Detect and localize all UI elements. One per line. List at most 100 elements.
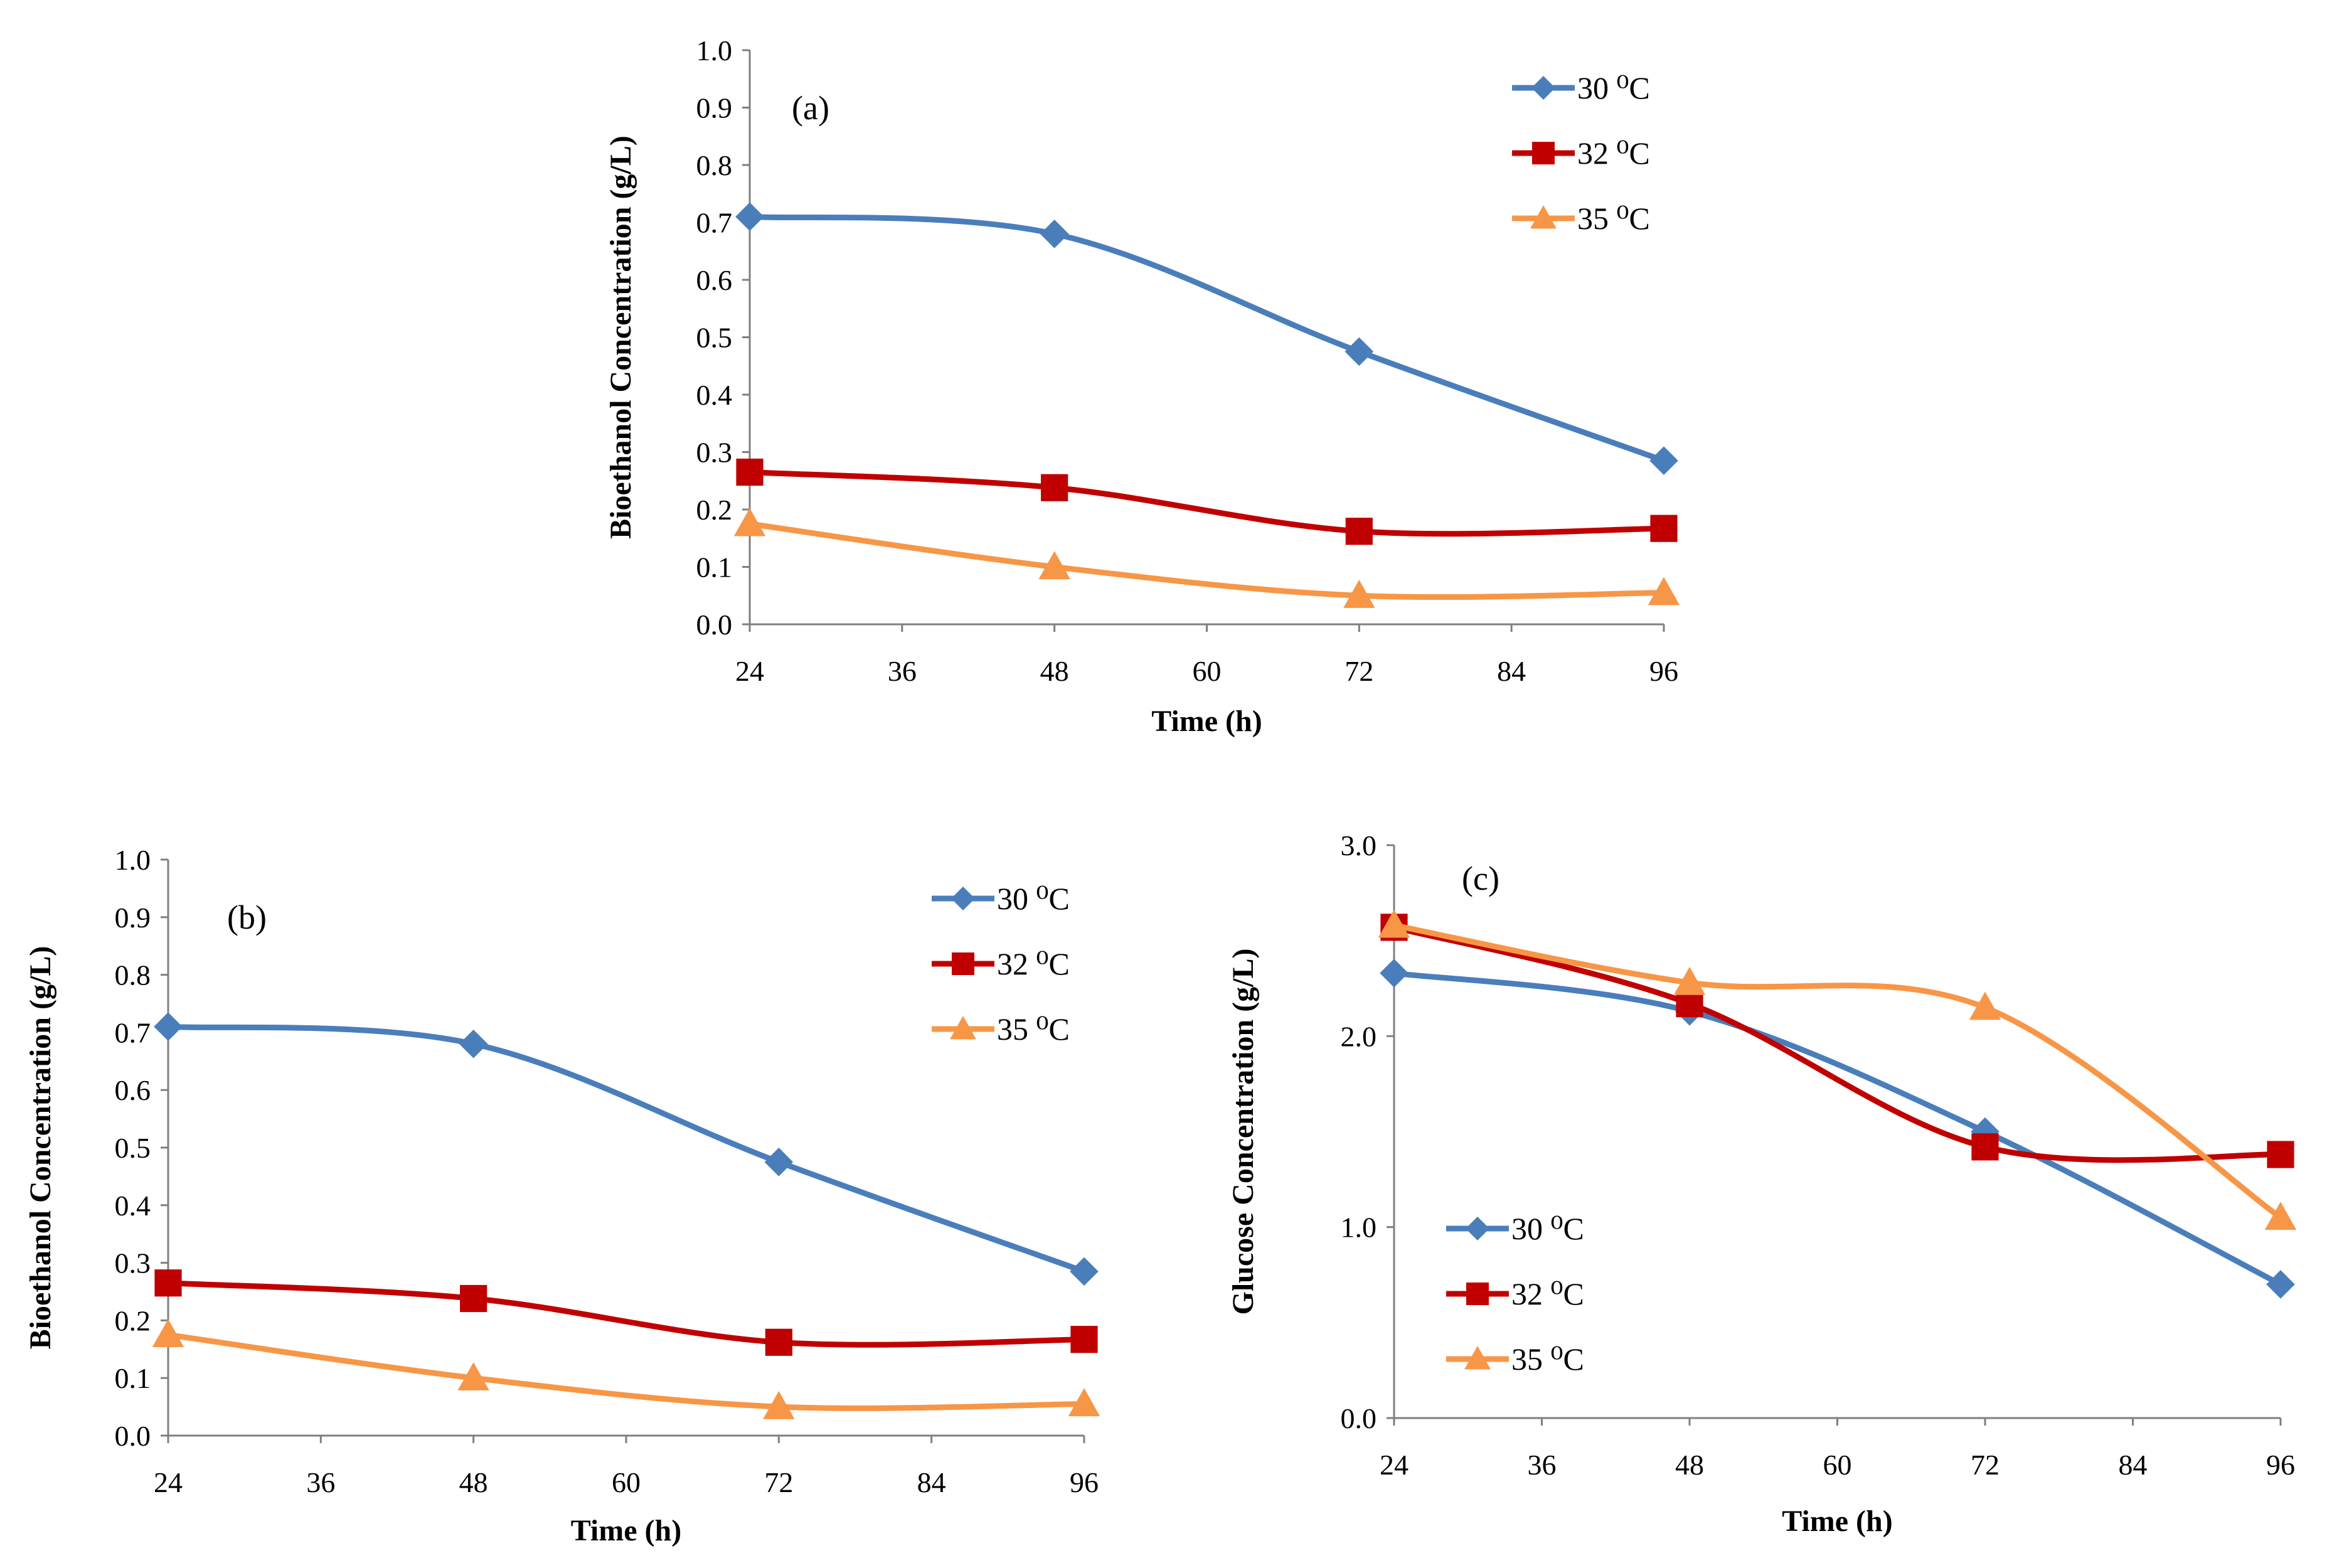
legend-label-35: 35 ⁰C: [1511, 1341, 1584, 1377]
y-tick-label: 0.1: [115, 1362, 151, 1394]
data-point-30: [2266, 1270, 2295, 1299]
legend-label-32: 32 ⁰C: [1577, 136, 1650, 171]
legend-value: 32: [1577, 136, 1609, 171]
chart-panel-b: 0.0 0.1 0.2 0.3 0.4 0.5 0.6 0.7 0.8 0.9 1.0 24 36 48 6…: [24, 844, 1100, 1547]
data-point-35: [733, 508, 766, 536]
legend-value: 30: [997, 881, 1028, 916]
x-tick-label: 36: [306, 1466, 335, 1498]
legend-label-35: 35 ⁰C: [1577, 201, 1650, 236]
x-tick-label: 24: [735, 655, 764, 687]
y-tick-label: 3.0: [1341, 829, 1377, 861]
x-tick-label: 96: [1649, 655, 1678, 687]
series-line-30: [1391, 970, 2284, 1288]
data-point-30: [1070, 1257, 1099, 1286]
data-point-35: [152, 1319, 184, 1348]
data-point-32: [736, 458, 764, 486]
data-point-35: [763, 1390, 795, 1419]
data-point-32: [1041, 474, 1068, 501]
data-point-30: [1345, 337, 1374, 366]
data-point-35: [1068, 1388, 1100, 1417]
x-tick-label: 60: [612, 1466, 641, 1498]
legend-marker-35: [950, 1016, 976, 1040]
x-tick-label: 48: [1040, 655, 1069, 687]
y-tick-label: 0.5: [115, 1132, 151, 1164]
legend-marker-30: [951, 887, 975, 910]
legend-label-30: 30 ⁰C: [997, 881, 1070, 916]
y-tick-label: 0.2: [696, 494, 733, 526]
legend-marker-35: [1530, 205, 1557, 229]
x-tick-label: 36: [1528, 1449, 1557, 1481]
data-point-32: [765, 1328, 792, 1356]
y-tick-label: 0.0: [115, 1420, 151, 1452]
x-tick-label: 72: [1971, 1449, 2000, 1481]
data-point-32: [1971, 1133, 1999, 1161]
y-tick-label: 0.3: [696, 437, 733, 469]
y-tick-label: 0.7: [115, 1016, 151, 1048]
data-point-30: [1380, 959, 1408, 988]
x-tick-label: 60: [1193, 655, 1222, 687]
series-line-30: [165, 1023, 1087, 1274]
data-point-35: [1038, 551, 1070, 580]
series-line-35: [747, 521, 1667, 600]
series-line-30: [747, 213, 1667, 464]
chart-panel-c: 0.0 1.0 2.0 3.0 24 36 48 60 72 84 96 Time (h) Glucos…: [1227, 829, 2297, 1538]
x-tick-label: 84: [2119, 1449, 2148, 1481]
y-tick-label: 0.0: [1341, 1402, 1377, 1434]
legend-marker-32: [1532, 142, 1555, 164]
data-point-30: [154, 1012, 183, 1042]
data-point-35: [457, 1362, 489, 1390]
legend-unit: ⁰C: [1551, 1341, 1584, 1377]
x-tick-label: 36: [888, 655, 917, 687]
y-axis-title: Bioethanol Concentration (g/L): [24, 946, 57, 1350]
data-point-30: [764, 1148, 794, 1176]
y-tick-label: 0.2: [115, 1304, 151, 1336]
data-point-35: [2264, 1202, 2297, 1230]
legend-marker-30: [1466, 1217, 1489, 1240]
y-tick-label: 0.6: [115, 1074, 151, 1106]
x-tick-label: 84: [1497, 655, 1526, 687]
legend-unit: ⁰C: [1551, 1211, 1584, 1246]
y-tick-label: 1.0: [1341, 1212, 1377, 1244]
legend-label-30: 30 ⁰C: [1511, 1211, 1584, 1246]
x-tick-label: 84: [917, 1466, 946, 1498]
legend-unit: ⁰C: [1036, 946, 1070, 981]
legend-unit: ⁰C: [1036, 881, 1070, 916]
data-point-32: [154, 1269, 182, 1297]
x-tick-label: 24: [154, 1466, 183, 1498]
legend-value: 35: [997, 1011, 1028, 1047]
x-tick-label: 60: [1823, 1449, 1852, 1481]
y-tick-label: 1.0: [696, 35, 733, 67]
y-tick-label: 0.6: [696, 264, 733, 296]
y-tick-label: 0.4: [115, 1190, 151, 1222]
data-point-35: [1343, 580, 1375, 608]
data-point-35: [1648, 577, 1680, 605]
y-tick-label: 0.9: [115, 902, 151, 934]
legend-unit: ⁰C: [1617, 70, 1650, 105]
y-tick-label: 1.0: [115, 844, 151, 876]
x-tick-label: 96: [2266, 1449, 2295, 1481]
legend-label-32: 32 ⁰C: [1511, 1276, 1584, 1311]
x-axis-title: Time (h): [571, 1514, 681, 1547]
legend-unit: ⁰C: [1617, 136, 1650, 171]
data-point-32: [2267, 1141, 2294, 1168]
x-tick-label: 96: [1070, 1466, 1099, 1498]
panel-label: (b): [227, 899, 267, 936]
legend-value: 32: [997, 946, 1028, 981]
series-line-32: [165, 1280, 1087, 1348]
legend-marker-35: [1464, 1346, 1491, 1370]
y-tick-label: 0.4: [696, 379, 733, 411]
data-point-30: [735, 202, 764, 232]
y-tick-label: 0.8: [115, 959, 151, 991]
x-tick-label: 48: [459, 1466, 488, 1498]
legend-marker-32: [952, 952, 974, 975]
series-line-35: [1391, 922, 2284, 1220]
x-tick-label: 72: [764, 1466, 793, 1498]
data-point-32: [1650, 515, 1678, 542]
x-tick-label: 24: [1380, 1449, 1408, 1481]
y-tick-label: 0.9: [696, 92, 733, 124]
x-tick-label: 48: [1675, 1449, 1704, 1481]
data-point-32: [1345, 518, 1373, 545]
data-point-35: [1673, 966, 1706, 995]
legend-label-35: 35 ⁰C: [997, 1011, 1070, 1047]
y-axis-title: Glucose Concentration (g/L): [1227, 949, 1260, 1315]
